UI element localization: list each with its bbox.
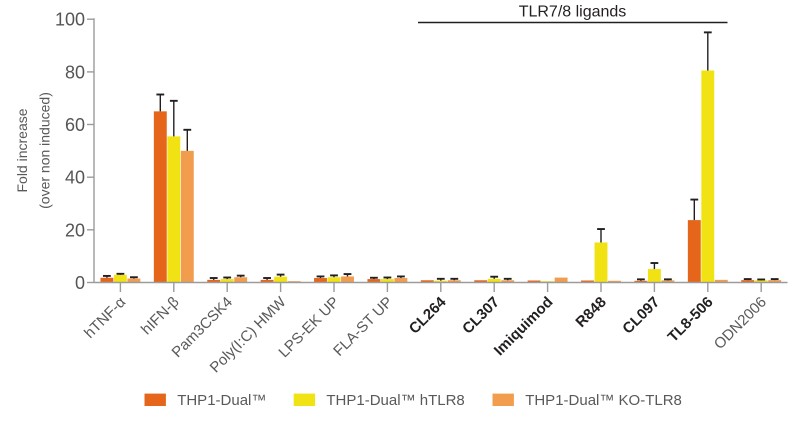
svg-text:80: 80 [65,62,85,82]
svg-text:100: 100 [55,10,85,30]
svg-text:0: 0 [75,273,85,293]
svg-text:TLR7/8 ligands: TLR7/8 ligands [519,4,627,21]
svg-text:THP1-Dual™: THP1-Dual™ [177,392,266,409]
svg-text:Fold increase: Fold increase [14,108,30,192]
svg-text:(over non induced): (over non induced) [37,92,53,209]
svg-text:60: 60 [65,115,85,135]
svg-text:THP1-Dual™ hTLR8: THP1-Dual™ hTLR8 [326,392,464,409]
svg-text:40: 40 [65,168,85,188]
svg-text:THP1-Dual™ KO-TLR8: THP1-Dual™ KO-TLR8 [525,392,682,409]
svg-text:20: 20 [65,220,85,240]
